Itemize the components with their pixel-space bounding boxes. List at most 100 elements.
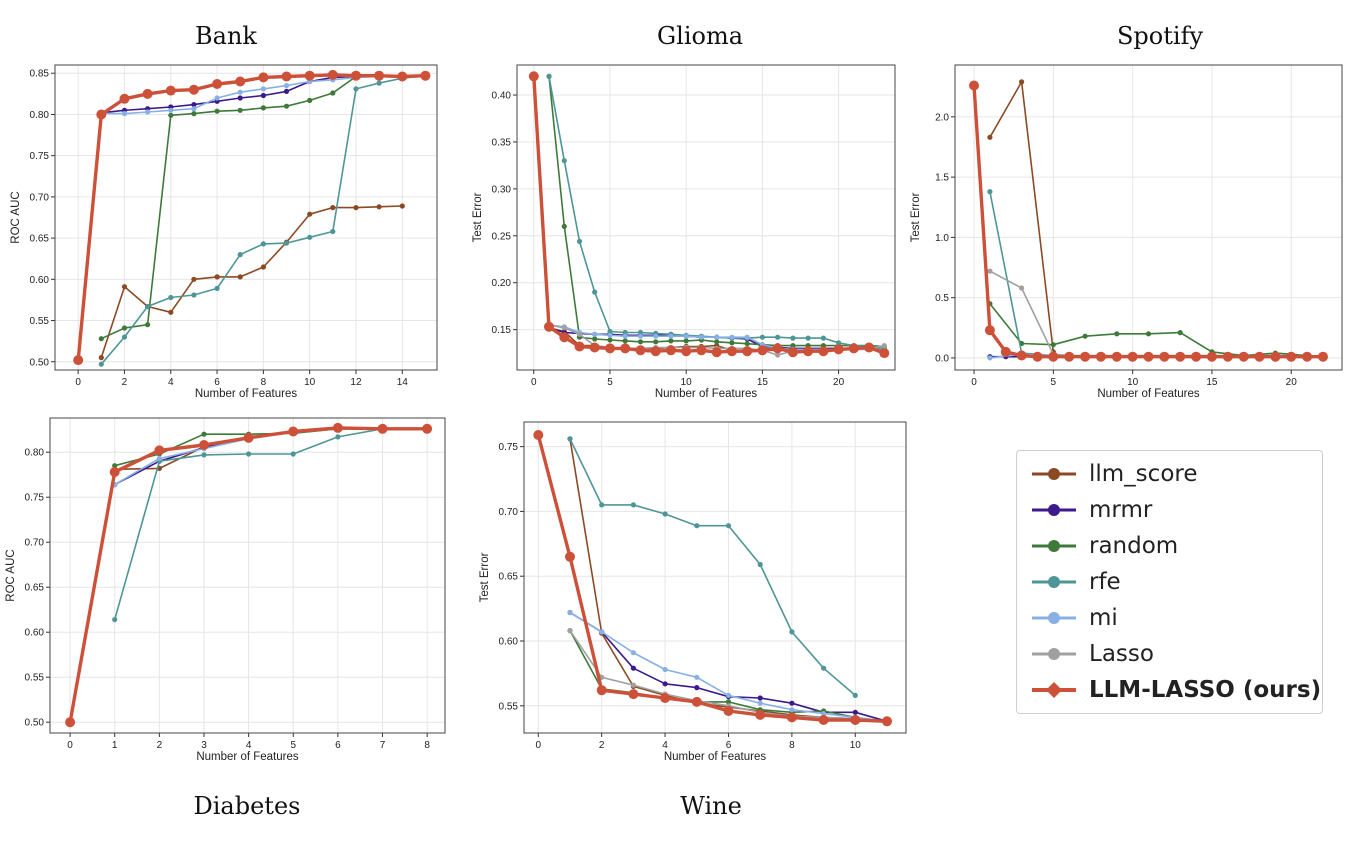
bank-point-llm-lasso-ours: [235, 76, 246, 87]
glioma-point-llm-lasso-ours: [681, 346, 692, 357]
glioma-point-lasso: [576, 331, 583, 337]
wine-point-random: [725, 699, 732, 705]
wine-point-llm-lasso-ours: [723, 706, 734, 716]
spotify-point-llm-score: [1019, 79, 1025, 85]
wine-point-mrmr: [694, 685, 700, 691]
glioma-point-rfe: [576, 238, 583, 244]
wine-point-llm-lasso-ours: [596, 685, 607, 696]
wine-point-llm-lasso-ours: [691, 696, 702, 707]
wine-point-mrmr: [789, 700, 795, 706]
diabetes-point-random: [201, 431, 207, 437]
glioma-point-mi: [744, 334, 750, 340]
spotify-ylabel: Test Error: [910, 192, 922, 242]
bank-point-rfe: [376, 80, 382, 86]
wine-point-mi: [630, 650, 637, 656]
wine-point-llm-lasso-ours: [755, 709, 766, 720]
glioma-point-llm-lasso-ours: [879, 348, 890, 359]
wine-point-rfe: [725, 523, 732, 529]
bank-point-llm-score: [121, 284, 128, 290]
bank-xtick-label: 8: [261, 377, 267, 388]
legend-item-rfe: rfe: [1031, 567, 1121, 597]
wine-point-mi: [789, 707, 795, 713]
legend-label-llm_score: llm_score: [1089, 461, 1198, 487]
wine-ylabel: Test Error: [479, 552, 491, 602]
glioma-point-rfe: [546, 73, 552, 79]
spotify-xlabel: Number of Features: [1097, 388, 1200, 400]
wine-point-mi: [821, 711, 827, 717]
glioma-point-random: [790, 343, 796, 349]
glioma-ylabel: Test Error: [472, 192, 484, 242]
glioma-point-random: [622, 338, 628, 344]
bank-point-llm-lasso-ours: [258, 72, 269, 83]
glioma-point-rfe: [759, 334, 766, 340]
wine-ytick-label: 0.70: [499, 507, 519, 518]
bank-point-rfe: [214, 285, 220, 291]
spotify-point-llm-lasso-ours: [1191, 351, 1202, 362]
glioma-point-rfe: [836, 340, 842, 346]
glioma-ytick-label: 0.35: [492, 137, 512, 148]
diabetes-ytick-label: 0.50: [25, 718, 45, 729]
glioma-point-lasso: [561, 325, 567, 331]
glioma-point-llm-lasso-ours: [605, 343, 615, 354]
bank-point-mi: [260, 86, 266, 92]
bank-point-random: [191, 111, 197, 117]
spotify-point-llm-lasso-ours: [984, 325, 995, 336]
bank-xtick-label: 2: [122, 377, 128, 388]
spotify-ytick-label: 0.0: [935, 353, 949, 364]
glioma-point-llm-lasso-ours: [726, 346, 737, 357]
spotify-point-llm-lasso-ours: [1064, 351, 1075, 362]
spotify-ytick-label: 1.5: [935, 173, 949, 184]
legend-label-random: random: [1089, 533, 1179, 559]
bank-point-llm-lasso-ours: [374, 70, 385, 81]
legend-swatch-marker: [1048, 468, 1060, 480]
bank-series-line-llm-lasso-ours: [76, 73, 426, 361]
spotify-point-llm-lasso-ours: [1286, 351, 1297, 362]
legend-swatch-llm_score: [1032, 468, 1076, 480]
glioma-point-random: [714, 339, 720, 345]
wine-point-mrmr: [852, 709, 858, 715]
bank-xtick-label: 12: [350, 377, 362, 388]
spotify-point-random: [1050, 342, 1056, 348]
caption-wine: Wine: [680, 792, 742, 820]
bank-point-mrmr: [237, 95, 243, 101]
spotify-xtick-label: 15: [1206, 377, 1218, 388]
diabetes-point-llm-lasso-ours: [332, 422, 343, 433]
legend-swatch-marker: [1048, 576, 1060, 588]
bank-axes-frame: [54, 64, 438, 371]
wine-point-mrmr: [757, 695, 763, 701]
bank-ytick-label: 0.75: [30, 151, 50, 162]
spotify-point-llm-lasso-ours: [1206, 351, 1217, 362]
wine-xtick-label: 8: [789, 740, 795, 751]
glioma-point-mi: [668, 333, 674, 339]
legend-swatch-rfe: [1032, 576, 1076, 588]
diabetes-point-rfe: [201, 452, 207, 458]
bank-point-llm-lasso-ours: [281, 71, 292, 82]
spotify-point-llm-lasso-ours: [1254, 351, 1265, 362]
wine-point-mi: [757, 700, 763, 706]
diabetes-point-mi: [156, 455, 162, 462]
spotify-point-llm-lasso-ours: [1222, 351, 1233, 362]
glioma-point-llm-lasso-ours: [574, 341, 585, 352]
bank-point-random: [237, 107, 243, 113]
bank-series-line-llm-score: [100, 205, 403, 358]
wine-xtick-label: 2: [599, 740, 605, 751]
glioma-point-rfe: [820, 335, 827, 341]
diabetes-point-rfe: [335, 434, 341, 440]
spotify-plot-area: [955, 65, 1342, 370]
diabetes-axes-frame: [49, 417, 446, 734]
bank-point-llm-score: [353, 205, 359, 211]
spotify-point-random: [1082, 333, 1088, 339]
spotify-ytick-label: 0.5: [935, 293, 949, 304]
wine-point-mrmr: [630, 665, 637, 671]
spotify-axes-frame: [954, 64, 1343, 371]
bank-point-llm-score: [214, 274, 220, 280]
glioma-point-llm-lasso-ours: [757, 345, 768, 356]
glioma-plot-area: [517, 65, 895, 370]
legend-item-llm-lasso: LLM-LASSO (ours): [1031, 675, 1321, 705]
glioma-point-llm-lasso-ours: [528, 71, 539, 82]
caption-spotify: Spotify: [1116, 22, 1204, 50]
glioma-point-llm-lasso-ours: [589, 342, 600, 353]
legend-item-lasso: Lasso: [1031, 639, 1154, 669]
bank-point-rfe: [307, 234, 313, 240]
legend-label-mrmr: mrmr: [1089, 497, 1153, 523]
